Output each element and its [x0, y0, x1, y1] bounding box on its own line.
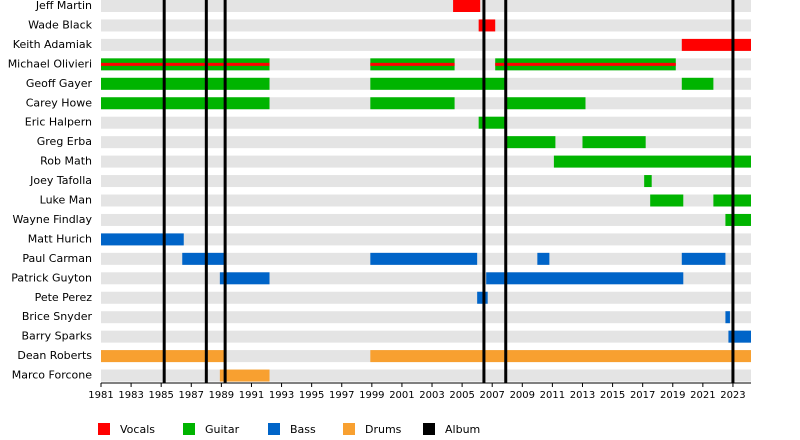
tenure-bar — [370, 252, 478, 265]
x-tick-label: 2005 — [449, 390, 474, 401]
member-label: Matt Hurich — [28, 232, 92, 245]
legend-swatch — [343, 423, 355, 435]
legend-swatch — [98, 423, 110, 435]
x-tick-label: 2003 — [419, 390, 444, 401]
legend-label: Album — [445, 423, 480, 436]
tenure-bar — [101, 77, 270, 90]
member-label: Patrick Guyton — [11, 271, 92, 284]
x-tick-label: 1995 — [299, 390, 324, 401]
tenure-bar — [505, 136, 556, 149]
tenure-bar — [453, 0, 481, 12]
tenure-bar — [650, 194, 684, 207]
tenure-bar — [537, 252, 550, 265]
x-tick-label: 2023 — [720, 390, 745, 401]
tenure-bar — [370, 77, 506, 90]
member-label: Greg Erba — [37, 135, 92, 148]
member-label: Keith Adamiak — [13, 38, 93, 51]
x-tick-label: 2001 — [389, 390, 414, 401]
tenure-bar — [681, 38, 751, 51]
member-label: Jeff Martin — [35, 0, 92, 12]
member-label: Wayne Findlay — [12, 213, 92, 226]
x-tick-label: 1999 — [359, 390, 384, 401]
x-tick-label: 1989 — [209, 390, 234, 401]
secondary-role-stripe — [370, 62, 455, 66]
legend-swatch — [183, 423, 195, 435]
legend-swatch — [268, 423, 280, 435]
tenure-bar — [505, 97, 586, 110]
x-tick-label: 1991 — [239, 390, 264, 401]
tenure-bar — [219, 369, 270, 382]
x-tick-label: 2017 — [630, 390, 655, 401]
member-label: Dean Roberts — [17, 349, 92, 362]
tenure-bar — [101, 233, 184, 246]
member-label: Wade Black — [28, 18, 93, 31]
x-tick-label: 1983 — [118, 390, 143, 401]
row-band — [101, 136, 751, 149]
row-band — [101, 291, 751, 304]
legend-label: Drums — [365, 423, 402, 436]
legend-label: Bass — [290, 423, 316, 436]
member-label: Barry Sparks — [22, 330, 93, 343]
x-tick-label: 1993 — [269, 390, 294, 401]
tenure-bar — [486, 272, 684, 285]
tenure-bar — [219, 272, 270, 285]
secondary-role-stripe — [495, 62, 676, 66]
tenure-bar — [681, 252, 726, 265]
member-label: Carey Howe — [26, 96, 92, 109]
tenure-bar — [182, 252, 225, 265]
tenure-bar — [101, 97, 270, 110]
tenure-bar — [478, 19, 496, 32]
x-tick-label: 1997 — [329, 390, 354, 401]
legend-label: Guitar — [205, 423, 240, 436]
tenure-bar — [681, 77, 714, 90]
x-tick-label: 1987 — [179, 390, 204, 401]
tenure-bar — [553, 155, 751, 168]
x-tick-label: 2011 — [540, 390, 565, 401]
row-band — [101, 233, 751, 246]
tenure-bar — [582, 136, 646, 149]
tenure-bar — [101, 350, 225, 363]
x-tick-label: 2021 — [690, 390, 715, 401]
row-band — [101, 194, 751, 207]
tenure-bar — [725, 213, 751, 226]
x-tick-label: 2009 — [510, 390, 535, 401]
member-label: Rob Math — [40, 155, 92, 168]
row-band — [101, 175, 751, 188]
member-label: Eric Halpern — [25, 116, 92, 129]
legend-swatch — [423, 423, 435, 435]
x-tick-label: 2015 — [600, 390, 625, 401]
tenure-bar — [478, 116, 506, 129]
row-band — [101, 116, 751, 129]
x-tick-label: 2019 — [660, 390, 685, 401]
member-label: Joey Tafolla — [29, 174, 92, 187]
member-label: Luke Man — [40, 194, 92, 207]
member-label: Paul Carman — [22, 252, 92, 265]
x-tick-label: 2007 — [479, 390, 504, 401]
x-tick-label: 1981 — [88, 390, 113, 401]
x-tick-label: 1985 — [148, 390, 173, 401]
tenure-bar — [370, 97, 455, 110]
row-band — [101, 369, 751, 382]
secondary-role-stripe — [101, 62, 270, 66]
row-band — [101, 19, 751, 32]
member-label: Pete Perez — [35, 291, 93, 304]
member-label: Geoff Gayer — [26, 77, 93, 90]
row-band — [101, 38, 751, 51]
row-band — [101, 311, 751, 324]
x-tick-label: 2013 — [570, 390, 595, 401]
tenure-bar — [725, 311, 730, 324]
legend-label: Vocals — [120, 423, 155, 436]
tenure-bar — [370, 350, 751, 363]
member-label: Marco Forcone — [12, 369, 92, 382]
member-label: Brice Snyder — [22, 310, 93, 323]
tenure-bar — [477, 291, 488, 304]
member-label: Michael Olivieri — [8, 57, 92, 70]
row-band — [101, 0, 751, 12]
row-band — [101, 330, 751, 343]
tenure-bar — [644, 175, 652, 188]
row-band — [101, 213, 751, 226]
